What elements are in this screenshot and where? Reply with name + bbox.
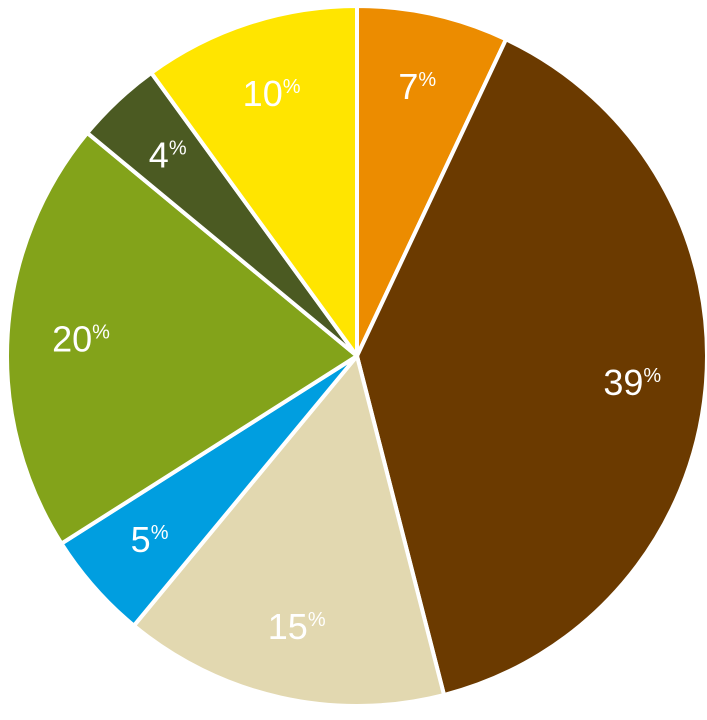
percent-sign: % xyxy=(169,137,187,159)
percent-sign: % xyxy=(151,522,169,544)
slice-label-2: 15% xyxy=(268,606,326,647)
slice-label-value: 10 xyxy=(243,73,283,114)
pie-slice-2 xyxy=(131,354,447,708)
slice-label-1: 39% xyxy=(603,362,661,403)
slice-label-0: 7% xyxy=(398,66,436,107)
slice-label-value: 5 xyxy=(131,519,151,560)
pie-labels: 7%39%15%5%20%4%10% xyxy=(52,66,661,647)
slice-label-value: 20 xyxy=(52,319,92,360)
slice-label-4: 20% xyxy=(52,319,110,360)
percent-sign: % xyxy=(283,76,301,98)
percent-sign: % xyxy=(643,365,661,387)
slice-label-6: 10% xyxy=(243,73,301,114)
slice-label-value: 4 xyxy=(149,134,169,175)
pie-slice-4 xyxy=(5,130,359,546)
pie-slice-0 xyxy=(355,4,509,358)
pie-slices xyxy=(5,4,707,708)
percent-sign: % xyxy=(92,322,110,344)
slice-label-value: 15 xyxy=(268,606,308,647)
percent-sign: % xyxy=(308,609,326,631)
percent-sign: % xyxy=(418,69,436,91)
slice-label-value: 39 xyxy=(603,362,643,403)
slice-label-3: 5% xyxy=(131,519,169,560)
slice-label-5: 4% xyxy=(149,134,187,175)
slice-label-value: 7 xyxy=(398,66,418,107)
pie-slice-1 xyxy=(355,37,707,697)
pie-slice-6 xyxy=(149,4,359,358)
